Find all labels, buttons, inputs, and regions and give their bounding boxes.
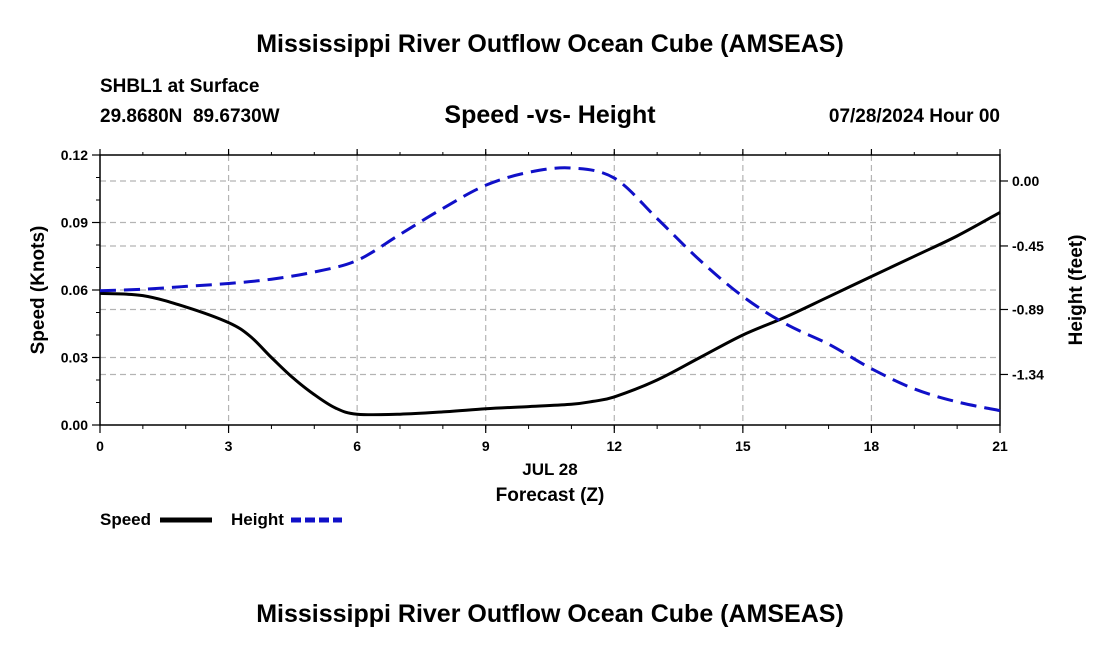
x-tick-label: 0: [96, 438, 104, 454]
y-tick-label: 0.00: [61, 417, 88, 433]
x-tick-label: 15: [735, 438, 751, 454]
legend-speed-label: Speed: [100, 510, 151, 529]
y-axis-title: Speed (Knots): [28, 226, 49, 355]
footer-title: Mississippi River Outflow Ocean Cube (AM…: [256, 600, 844, 628]
x-axis-title: Forecast (Z): [496, 485, 605, 506]
speed-series-line: [99, 211, 1001, 417]
x-tick-label: 21: [992, 438, 1008, 454]
speed-height-chart: 0 3 6 9 12 15 18 21 0.00 0.03 0.06 0.09 0.12 0.00 -0.4…: [28, 147, 1087, 529]
main-title: Mississippi River Outflow Ocean Cube (AM…: [256, 30, 844, 58]
station-label: SHBL1 at Surface: [100, 76, 260, 97]
axis-ticks: 0 3 6 9 12 15 18 21 0.00 0.03 0.06 0.09 0.12 0.00 -0.4…: [61, 147, 1044, 454]
y-tick-label: 0.03: [61, 350, 88, 366]
y-tick-label: 0.06: [61, 282, 88, 298]
y2-tick-label: -0.89: [1012, 301, 1044, 317]
y-tick-label: 0.12: [61, 147, 88, 163]
data-series: [99, 166, 1001, 417]
chart-title: Speed -vs- Height: [444, 101, 656, 129]
y2-tick-label: -0.45: [1012, 238, 1044, 254]
y2-axis-title: Height (feet): [1066, 235, 1087, 346]
x-tick-label: 12: [606, 438, 622, 454]
datetime-label: 07/28/2024 Hour 00: [828, 106, 1000, 127]
y2-tick-label: -1.34: [1012, 366, 1044, 382]
legend-height-label: Height: [231, 510, 284, 529]
x-axis-date-label: JUL 28: [522, 460, 577, 479]
coordinates-label: 29.8680N 89.6730W: [100, 106, 280, 127]
x-tick-label: 18: [864, 438, 880, 454]
x-tick-label: 9: [482, 438, 490, 454]
x-tick-label: 6: [353, 438, 361, 454]
grid-lines: [100, 155, 1000, 425]
legend: Speed Height: [100, 510, 342, 529]
y-tick-label: 0.09: [61, 215, 88, 231]
x-tick-label: 3: [225, 438, 233, 454]
height-series-line: [99, 166, 1001, 413]
y2-tick-label: 0.00: [1012, 173, 1039, 189]
